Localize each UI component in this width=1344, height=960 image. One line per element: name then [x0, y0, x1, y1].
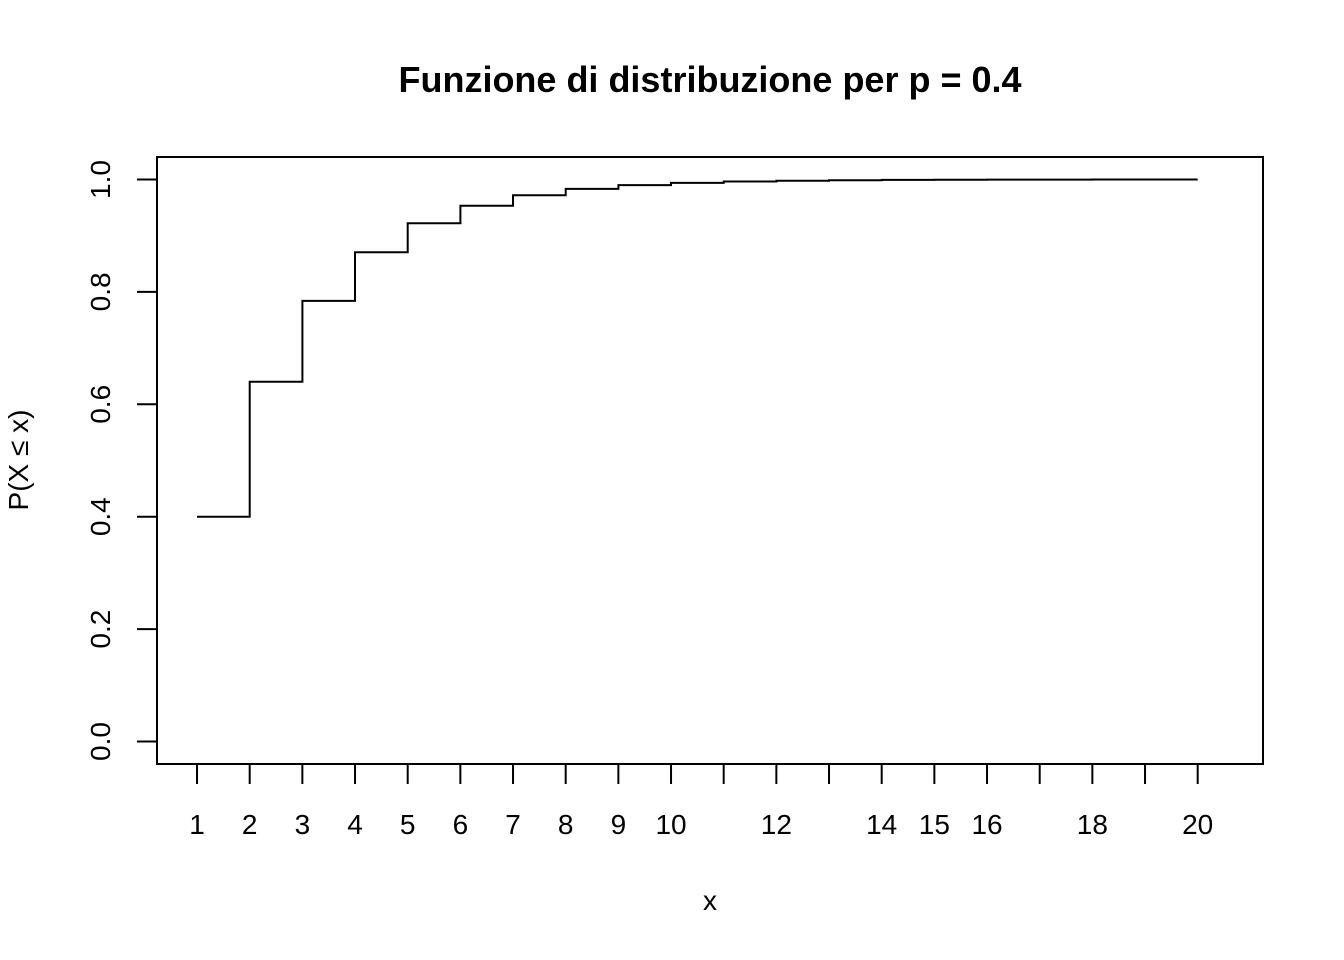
- x-tick-label: 15: [919, 809, 950, 840]
- x-tick-label: 5: [400, 809, 416, 840]
- x-tick-label: 16: [971, 809, 1002, 840]
- y-tick-label: 0.6: [85, 385, 116, 424]
- plot-frame: [156, 156, 1264, 765]
- y-tick-label: 0.8: [85, 272, 116, 311]
- x-tick-label: 4: [347, 809, 363, 840]
- y-tick-label: 0.0: [85, 722, 116, 761]
- x-tick-label: 9: [611, 809, 627, 840]
- x-tick-label: 8: [558, 809, 574, 840]
- x-tick-label: 20: [1182, 809, 1213, 840]
- y-axis: 0.0 0.2 0.4 0.6 0.8 1.0: [85, 160, 157, 761]
- x-tick-label: 3: [295, 809, 311, 840]
- y-tick-label: 0.2: [85, 610, 116, 649]
- x-tick-label: 6: [453, 809, 469, 840]
- y-tick-label: 1.0: [85, 160, 116, 199]
- y-tick-label: 0.4: [85, 497, 116, 536]
- x-axis: 1 2 3 4 5 6 7 8 9 10 12 14 15 16 18 20: [189, 764, 1213, 840]
- x-tick-label: 12: [761, 809, 792, 840]
- chart-title: Funzione di distribuzione per p = 0.4: [398, 59, 1021, 100]
- x-tick-label: 10: [655, 809, 686, 840]
- x-tick-label: 2: [242, 809, 258, 840]
- x-tick-label: 1: [189, 809, 205, 840]
- x-tick-label: 18: [1077, 809, 1108, 840]
- x-axis-label: x: [703, 885, 717, 916]
- x-tick-label: 14: [866, 809, 897, 840]
- y-axis-label: P(X ≤ x): [3, 410, 34, 511]
- x-tick-label: 7: [505, 809, 521, 840]
- cdf-step-line: [197, 178, 1198, 518]
